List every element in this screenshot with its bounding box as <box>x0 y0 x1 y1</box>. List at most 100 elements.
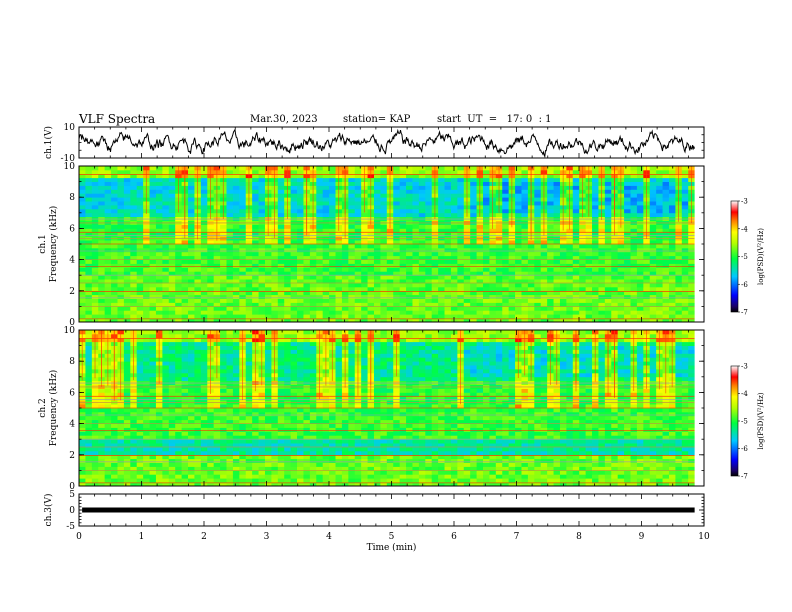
spectrogram-cell <box>136 244 144 249</box>
spectrogram-cell <box>566 470 574 475</box>
spectrogram-cell <box>168 197 176 202</box>
spectrogram-cell <box>399 314 407 319</box>
spectrogram-cell <box>585 443 593 448</box>
spectrogram-cell <box>649 443 657 448</box>
spectrogram-cell <box>290 294 298 299</box>
spectrogram-cell <box>277 228 285 233</box>
spectrogram-cell <box>91 306 99 311</box>
spectrogram-cell <box>463 306 471 311</box>
spectrogram-cell <box>98 212 106 218</box>
spectrogram-cell <box>130 482 138 487</box>
spectrogram-cell <box>527 283 535 288</box>
spectrogram-cell <box>572 212 580 218</box>
spectrogram-cell <box>207 466 215 471</box>
spectrogram-cell <box>418 302 426 307</box>
spectrogram-cell <box>168 439 176 444</box>
spectrogram-cell <box>194 294 202 299</box>
spectrogram-cell <box>194 310 202 315</box>
spectrogram-cell <box>559 466 567 471</box>
spectrogram-cell <box>624 263 631 268</box>
spectrogram-cell <box>79 240 86 245</box>
spectrogram-cell <box>188 298 195 303</box>
spectrogram-cell <box>155 244 163 249</box>
spectrogram-cell <box>508 478 516 483</box>
spectrogram-cell <box>155 201 163 206</box>
spectrogram-cell <box>636 306 644 311</box>
spectrogram-cell <box>200 275 208 280</box>
spectrogram-cell <box>322 201 330 206</box>
spectrogram-cell <box>181 294 189 299</box>
spectrogram-cell <box>309 271 317 276</box>
spectrogram-cell <box>668 302 676 307</box>
spectrogram-cell <box>527 458 535 463</box>
spectrogram-cell <box>463 224 471 229</box>
spectrogram-cell <box>540 279 548 284</box>
spectrogram-cell <box>521 232 529 237</box>
spectrogram-cell <box>239 470 247 475</box>
spectrogram-cell <box>79 439 86 444</box>
spectrogram-cell <box>444 224 452 229</box>
spectrogram-cell <box>681 447 689 452</box>
spectrogram-cell <box>252 255 259 260</box>
spectrogram-cell <box>354 275 362 280</box>
spectrogram-cell <box>258 197 266 202</box>
spectrogram-cell <box>188 447 195 452</box>
spectrogram-cell <box>592 286 599 292</box>
spectrogram-cell <box>98 166 106 171</box>
spectrogram-cell <box>534 244 542 249</box>
spectrogram-cell <box>322 318 330 323</box>
spectrogram-cell <box>361 263 368 268</box>
spectrogram-cell <box>226 212 234 218</box>
spectrogram-cell <box>521 208 529 214</box>
spectrogram-cell <box>91 482 99 487</box>
spectrogram-cell <box>643 283 651 288</box>
spectrogram-cell <box>373 247 381 253</box>
spectrogram-cell <box>226 314 234 319</box>
spectrogram-cell <box>194 458 202 463</box>
spectrogram-cell <box>143 275 150 280</box>
spectrogram-cell <box>399 224 407 229</box>
spectrogram-cell <box>200 201 208 206</box>
spectrogram-cell <box>123 474 131 479</box>
spectrogram-cell <box>329 318 336 323</box>
spectrogram-cell <box>450 443 458 448</box>
spectrogram-cell <box>175 283 182 288</box>
spectrogram-cell <box>688 247 696 253</box>
spectrogram-cell <box>335 294 343 299</box>
spectrogram-cell <box>553 177 561 182</box>
spectrogram-cell <box>149 173 157 179</box>
spectrogram-cell <box>534 263 542 268</box>
spectrogram-cell <box>649 208 657 214</box>
spectrogram-cell <box>438 267 445 272</box>
spectrogram-cell <box>688 482 696 487</box>
spectrogram-cell <box>155 259 163 264</box>
spectrogram-cell <box>656 306 663 311</box>
spectrogram-cell <box>508 279 516 284</box>
spectrogram-cell <box>316 212 324 218</box>
spectrogram-cell <box>624 286 631 292</box>
spectrogram-cell <box>630 201 638 206</box>
spectrogram-cell <box>245 443 253 448</box>
spectrogram-cell <box>386 259 394 264</box>
spectrogram-cell <box>130 189 138 194</box>
spectrogram-cell <box>438 482 445 487</box>
spectrogram-cell <box>252 247 259 253</box>
spectrogram-cell <box>322 267 330 272</box>
spectrogram-cell <box>335 290 343 296</box>
spectrogram-cell <box>457 290 465 296</box>
spectrogram-cell <box>85 263 93 268</box>
spectrogram-cell <box>393 462 401 467</box>
spectrogram-cell <box>361 478 368 483</box>
spectrogram-cell <box>572 470 580 475</box>
spectrogram-cell <box>681 283 689 288</box>
spectrogram-cell <box>181 458 189 463</box>
spectrogram-cell <box>566 318 574 323</box>
spectrogram-cell <box>117 271 125 276</box>
spectrogram-cell <box>303 298 311 303</box>
spectrogram-cell <box>431 298 439 303</box>
spectrogram-cell <box>213 466 221 471</box>
spectrogram-cell <box>412 228 420 233</box>
spectrogram-cell <box>290 271 298 276</box>
spectrogram-cell <box>143 259 150 264</box>
spectrogram-cell <box>393 310 401 315</box>
